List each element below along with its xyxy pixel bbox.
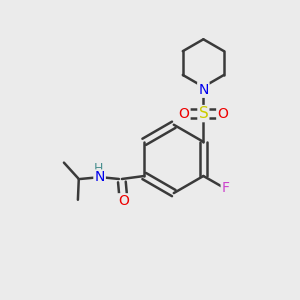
Text: H: H [93, 162, 103, 175]
Text: N: N [94, 170, 105, 184]
Text: O: O [118, 194, 129, 208]
Text: O: O [217, 106, 228, 121]
Text: S: S [199, 106, 208, 121]
Text: N: N [198, 83, 208, 97]
Text: F: F [222, 181, 230, 195]
Text: O: O [178, 106, 190, 121]
